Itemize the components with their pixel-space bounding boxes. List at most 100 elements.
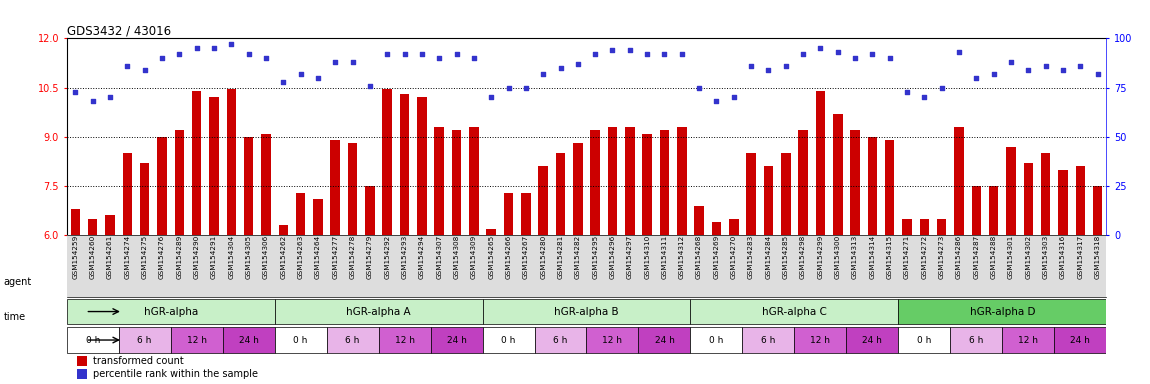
Point <box>793 51 812 57</box>
Bar <box>486 228 496 235</box>
Point <box>898 88 917 94</box>
Text: 6 h: 6 h <box>761 336 775 344</box>
Bar <box>867 137 877 235</box>
Point <box>604 47 622 53</box>
Bar <box>937 219 946 235</box>
Point <box>1088 71 1106 77</box>
Text: 0 h: 0 h <box>710 336 723 344</box>
Bar <box>555 153 566 235</box>
Bar <box>712 222 721 235</box>
Point <box>846 55 865 61</box>
Point <box>274 79 292 85</box>
Point <box>378 51 397 57</box>
Point <box>136 67 154 73</box>
Point <box>881 55 899 61</box>
Text: 24 h: 24 h <box>239 336 259 344</box>
Point <box>673 51 691 57</box>
Text: 12 h: 12 h <box>1019 336 1038 344</box>
Bar <box>660 130 669 235</box>
Bar <box>833 114 843 235</box>
Bar <box>192 91 201 235</box>
Bar <box>764 166 773 235</box>
Bar <box>469 127 478 235</box>
FancyBboxPatch shape <box>898 327 950 353</box>
FancyBboxPatch shape <box>223 327 275 353</box>
Bar <box>261 134 270 235</box>
Bar <box>400 94 409 235</box>
Text: 24 h: 24 h <box>446 336 467 344</box>
Point <box>222 41 240 47</box>
Text: 12 h: 12 h <box>394 336 414 344</box>
Point <box>396 51 414 57</box>
Text: hGR-alpha: hGR-alpha <box>144 306 198 316</box>
Text: 6 h: 6 h <box>969 336 983 344</box>
Bar <box>1006 147 1015 235</box>
Point <box>724 94 743 101</box>
Bar <box>1024 163 1033 235</box>
Point <box>256 55 275 61</box>
FancyBboxPatch shape <box>275 327 327 353</box>
Bar <box>158 137 167 235</box>
Bar <box>313 199 323 235</box>
Bar <box>643 134 652 235</box>
Bar <box>417 98 427 235</box>
Point <box>621 47 639 53</box>
Point <box>828 49 846 55</box>
Point <box>361 83 380 89</box>
Text: time: time <box>3 312 25 322</box>
FancyBboxPatch shape <box>275 299 483 324</box>
Bar <box>330 140 340 235</box>
Bar <box>296 192 306 235</box>
Point <box>638 51 657 57</box>
Point <box>568 61 586 67</box>
Bar <box>521 192 530 235</box>
Point <box>482 94 500 101</box>
FancyBboxPatch shape <box>327 327 378 353</box>
Point <box>742 63 760 69</box>
Bar <box>903 219 912 235</box>
Bar <box>347 143 358 235</box>
Point <box>84 98 102 104</box>
Text: 12 h: 12 h <box>186 336 207 344</box>
Point <box>776 63 795 69</box>
Point <box>516 84 535 91</box>
Point <box>759 67 777 73</box>
Bar <box>972 186 981 235</box>
Text: 12 h: 12 h <box>811 336 830 344</box>
Text: hGR-alpha C: hGR-alpha C <box>762 306 827 316</box>
FancyBboxPatch shape <box>483 327 535 353</box>
Point <box>413 51 431 57</box>
Bar <box>677 127 687 235</box>
Bar <box>366 186 375 235</box>
Text: percentile rank within the sample: percentile rank within the sample <box>93 369 258 379</box>
Bar <box>1092 186 1103 235</box>
FancyBboxPatch shape <box>638 327 690 353</box>
Text: 0 h: 0 h <box>293 336 308 344</box>
Point <box>118 63 137 69</box>
Point <box>656 51 674 57</box>
Text: 12 h: 12 h <box>603 336 622 344</box>
Text: GDS3432 / 43016: GDS3432 / 43016 <box>67 25 171 38</box>
Bar <box>695 206 704 235</box>
FancyBboxPatch shape <box>690 327 743 353</box>
Point <box>67 88 85 94</box>
FancyBboxPatch shape <box>170 327 223 353</box>
Point <box>153 55 171 61</box>
Point <box>1002 59 1020 65</box>
Point <box>170 51 189 57</box>
Bar <box>435 127 444 235</box>
FancyBboxPatch shape <box>378 327 430 353</box>
Bar <box>626 127 635 235</box>
FancyBboxPatch shape <box>795 327 846 353</box>
Point <box>984 71 1003 77</box>
Point <box>291 71 309 77</box>
Text: agent: agent <box>3 277 32 287</box>
Bar <box>452 130 461 235</box>
Point <box>811 45 829 51</box>
Bar <box>538 166 547 235</box>
FancyBboxPatch shape <box>483 299 690 324</box>
Bar <box>106 215 115 235</box>
FancyBboxPatch shape <box>1055 327 1106 353</box>
Bar <box>815 91 826 235</box>
Text: 6 h: 6 h <box>553 336 568 344</box>
